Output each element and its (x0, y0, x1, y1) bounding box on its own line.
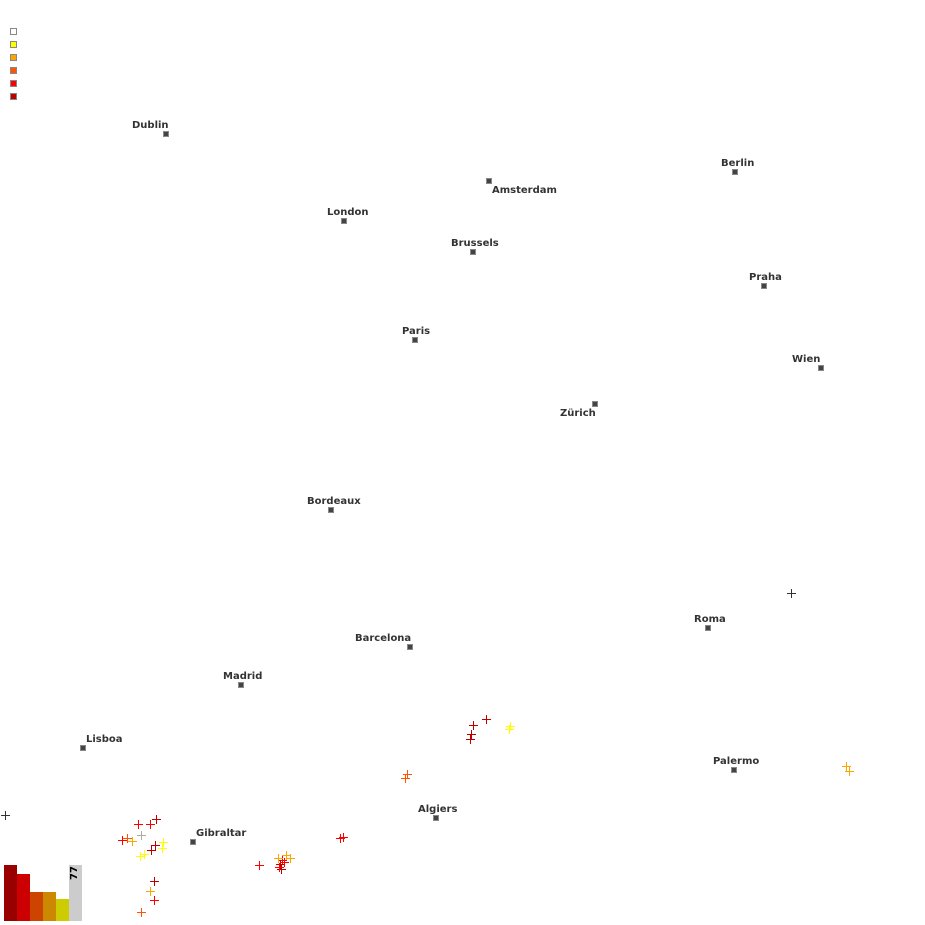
lightning-strike (845, 767, 854, 776)
city-label: Algiers (418, 804, 458, 815)
city-label: Paris (402, 326, 431, 337)
city-label: Barcelona (355, 633, 412, 644)
city-label: Gibraltar (196, 828, 247, 839)
lightning-strike (466, 735, 475, 744)
lightning-strike (339, 833, 348, 842)
city-marker (592, 401, 598, 407)
lightning-strike (146, 887, 155, 896)
histogram-bar (30, 892, 43, 921)
city-label: Bordeaux (307, 496, 361, 507)
lightning-strike (482, 715, 491, 724)
city-marker (341, 218, 347, 224)
lightning-strike (255, 861, 264, 870)
lightning-strike (128, 837, 137, 846)
histogram-bar (69, 865, 82, 921)
lightning-strike (147, 846, 156, 855)
city-label: Wien (792, 354, 821, 365)
lightning-strike (277, 865, 286, 874)
lightning-strike (152, 815, 161, 824)
city-marker (470, 249, 476, 255)
histogram-bar (43, 892, 56, 921)
lightning-strike (146, 820, 155, 829)
city-marker (407, 644, 413, 650)
legend-swatch (10, 80, 17, 87)
legend-swatch (10, 28, 17, 35)
city-label: London (327, 207, 369, 218)
city-marker (761, 283, 767, 289)
lightning-strike (278, 856, 287, 865)
histogram-bar (56, 899, 69, 921)
city-marker (731, 767, 737, 773)
legend-swatch (10, 67, 17, 74)
city-marker (80, 745, 86, 751)
lightning-strike (150, 896, 159, 905)
city-label: Praha (749, 272, 782, 283)
lightning-strike (158, 844, 167, 853)
city-marker (412, 337, 418, 343)
city-label: Zürich (560, 408, 596, 419)
lightning-strike (467, 730, 476, 739)
lightning-strike (842, 762, 851, 771)
lightning-strike (282, 851, 291, 860)
city-label: Dublin (132, 120, 169, 131)
histogram-bar (4, 865, 17, 921)
lightning-strike (150, 877, 159, 886)
lightning-strike (276, 860, 285, 869)
histogram-bar (17, 874, 30, 921)
city-label: Amsterdam (492, 185, 557, 196)
lightning-strike (140, 850, 149, 859)
lightning-strike (275, 863, 284, 872)
lightning-strike (280, 858, 289, 867)
lightning-strike (159, 838, 168, 847)
lightning-strike (336, 834, 345, 843)
lightning-strike (787, 589, 796, 598)
city-marker (433, 815, 439, 821)
lightning-strike (123, 834, 132, 843)
city-label: Palermo (713, 756, 760, 767)
lightning-strike (286, 854, 295, 863)
lightning-strike (118, 836, 127, 845)
city-marker (818, 365, 824, 371)
lightning-strike (1, 811, 10, 820)
city-label: Brussels (451, 238, 499, 249)
lightning-strike (134, 820, 143, 829)
city-marker (486, 178, 492, 184)
lightning-strike (506, 722, 515, 731)
legend-swatch (10, 41, 17, 48)
city-marker (163, 131, 169, 137)
lightning-strike (505, 725, 514, 734)
city-marker (328, 507, 334, 513)
lightning-strike (137, 908, 146, 917)
city-marker (705, 625, 711, 631)
lightning-strike (274, 854, 283, 863)
legend-swatch (10, 93, 17, 100)
city-label: Lisboa (86, 734, 123, 745)
legend-swatch (10, 54, 17, 61)
lightning-strike (136, 852, 145, 861)
city-label: Berlin (721, 158, 755, 169)
lightning-strike (403, 770, 412, 779)
city-marker (732, 169, 738, 175)
lightning-strike (151, 841, 160, 850)
lightning-strike (137, 831, 146, 840)
lightning-strike (469, 721, 478, 730)
city-marker (238, 682, 244, 688)
lightning-strike (401, 774, 410, 783)
city-label: Roma (694, 614, 726, 625)
strike-count: 77 (69, 866, 80, 880)
city-marker (190, 839, 196, 845)
city-label: Madrid (223, 671, 263, 682)
